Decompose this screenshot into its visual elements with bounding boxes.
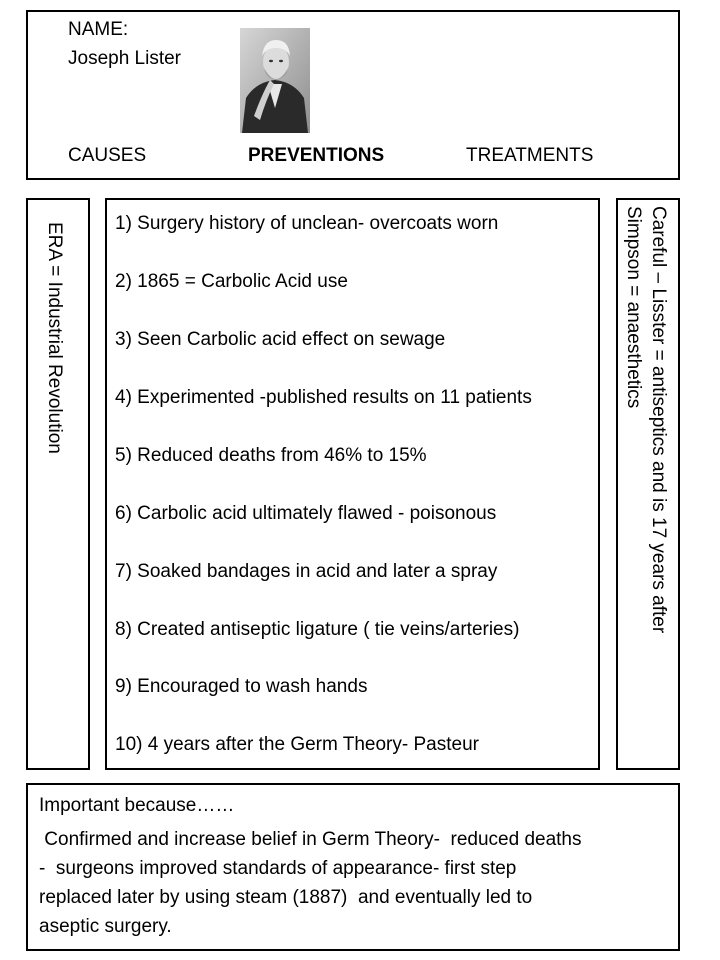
- era-panel: ERA = Industrial Revolution: [26, 198, 90, 770]
- list-item: 9) Encouraged to wash hands: [115, 676, 368, 697]
- list-item: 4) Experimented -published results on 11…: [115, 387, 532, 408]
- importance-body: Confirmed and increase belief in Germ Th…: [39, 829, 582, 937]
- list-item: 3) Seen Carbolic acid effect on sewage: [115, 329, 446, 350]
- list-item: 2) 1865 = Carbolic Acid use: [115, 271, 348, 292]
- tab-preventions: PREVENTIONS: [248, 145, 385, 166]
- header-panel: NAME: Joseph Lister CAUSES PREVENTIONS T…: [26, 10, 680, 180]
- list-item: 8) Created antiseptic ligature ( tie vei…: [115, 619, 520, 640]
- importance-panel: Important because…… Confirmed and increa…: [26, 783, 680, 951]
- name-value: Joseph Lister: [68, 48, 182, 69]
- era-text: ERA = Industrial Revolution: [44, 222, 65, 454]
- list-item: 1) Surgery history of unclean- overcoats…: [115, 213, 499, 234]
- tab-causes: CAUSES: [68, 145, 147, 166]
- list-item: 10) 4 years after the Germ Theory- Paste…: [115, 734, 479, 755]
- preventions-panel: 1) Surgery history of unclean- overcoats…: [105, 198, 600, 770]
- list-item: 6) Carbolic acid ultimately flawed - poi…: [115, 503, 497, 524]
- name-label: NAME:: [68, 19, 129, 40]
- tab-treatments: TREATMENTS: [466, 145, 594, 166]
- side-note-text: Careful – Lisster = antiseptics and is 1…: [621, 206, 671, 633]
- side-note-line-1: Careful – Lisster = antiseptics and is 1…: [648, 206, 669, 634]
- side-note-line-2: Simpson = anaesthetics: [623, 206, 644, 409]
- importance-heading: Important because……: [39, 795, 235, 816]
- side-note-panel: Careful – Lisster = antiseptics and is 1…: [616, 198, 680, 770]
- list-item: 7) Soaked bandages in acid and later a s…: [115, 561, 498, 582]
- list-item: 5) Reduced deaths from 46% to 15%: [115, 445, 427, 466]
- portrait-image: [240, 28, 310, 133]
